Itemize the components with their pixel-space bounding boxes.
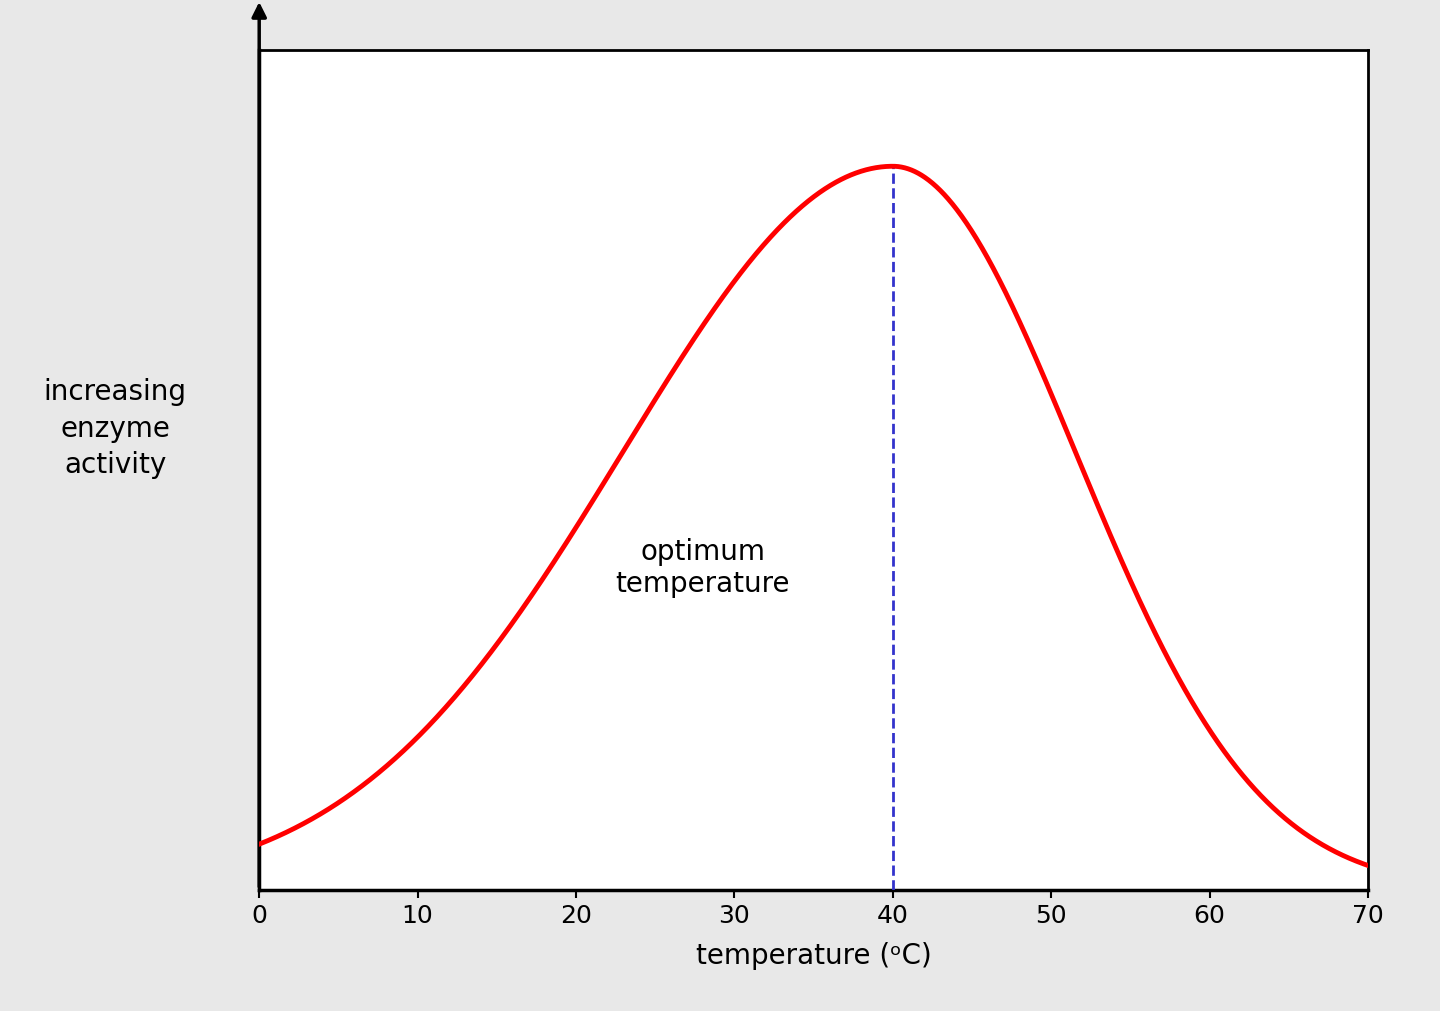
- Text: optimum
temperature: optimum temperature: [615, 537, 791, 598]
- Text: increasing
enzyme
activity: increasing enzyme activity: [43, 377, 187, 479]
- X-axis label: temperature (ᵒC): temperature (ᵒC): [696, 940, 932, 969]
